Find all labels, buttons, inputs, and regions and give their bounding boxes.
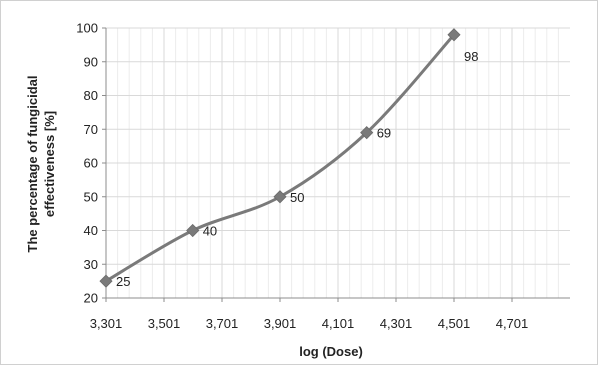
data-label: 25 bbox=[116, 274, 130, 289]
x-tick-label: 4,301 bbox=[380, 316, 413, 331]
y-axis-title: The percentage of fungicidal effectivene… bbox=[25, 76, 57, 253]
y-tick-label: 20 bbox=[84, 291, 98, 306]
data-label: 69 bbox=[377, 126, 391, 141]
x-tick-label: 4,501 bbox=[438, 316, 471, 331]
axes: 20 30 40 50 60 70 80 90 100 3,301 3,501 3,701 3,901 4… bbox=[76, 21, 570, 331]
y-tick-label: 70 bbox=[84, 122, 98, 137]
data-point-marker bbox=[273, 190, 287, 204]
x-tick-label: 4,701 bbox=[496, 316, 529, 331]
series bbox=[99, 28, 461, 288]
data-label: 50 bbox=[290, 190, 304, 205]
x-tick-label: 3,501 bbox=[148, 316, 181, 331]
y-axis-title-line-1: The percentage of fungicidal bbox=[25, 76, 40, 253]
data-point-marker bbox=[360, 126, 374, 140]
y-tick-label: 80 bbox=[84, 88, 98, 103]
grid bbox=[105, 27, 570, 299]
x-axis-title: log (Dose) bbox=[299, 344, 363, 359]
x-tick-label: 4,101 bbox=[322, 316, 355, 331]
x-tick-label: 3,901 bbox=[264, 316, 297, 331]
labels: 25 40 50 69 98 bbox=[116, 49, 478, 289]
data-label: 98 bbox=[464, 49, 478, 64]
data-point-marker bbox=[99, 274, 113, 288]
y-tick-label: 30 bbox=[84, 257, 98, 272]
y-tick-label: 40 bbox=[84, 223, 98, 238]
y-tick-label: 100 bbox=[76, 21, 98, 36]
x-tick-label: 3,301 bbox=[90, 316, 123, 331]
data-label: 40 bbox=[203, 224, 217, 239]
y-tick-label: 60 bbox=[84, 156, 98, 171]
y-tick-label: 90 bbox=[84, 54, 98, 69]
data-point-marker bbox=[447, 28, 461, 42]
x-tick-label: 3,701 bbox=[206, 316, 239, 331]
data-point-marker bbox=[186, 223, 200, 238]
y-tick-label: 50 bbox=[84, 189, 98, 204]
y-axis-title-line-2: effectiveness [%] bbox=[42, 111, 57, 217]
